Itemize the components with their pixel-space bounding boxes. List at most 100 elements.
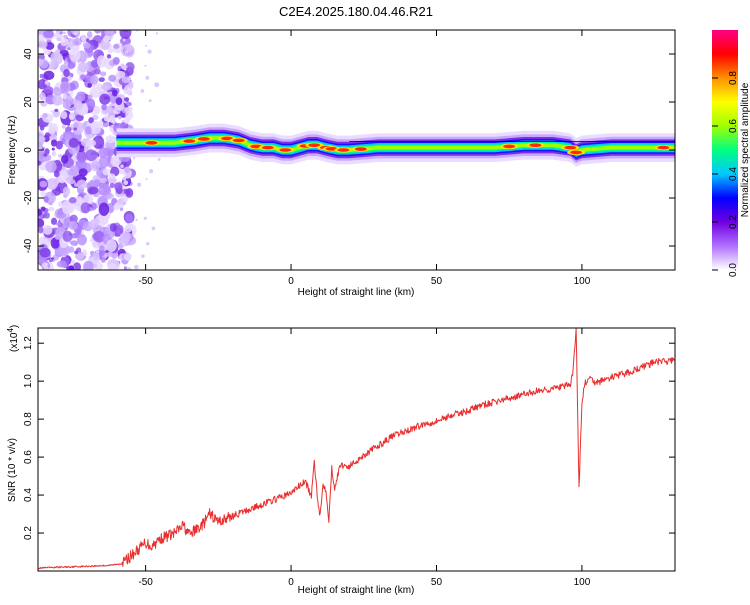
heatmap-noise-speckle <box>73 122 79 129</box>
heatmap-noise-speckle <box>106 239 117 252</box>
heatmap-noise-speckle <box>112 89 118 97</box>
heatmap-noise-speckle <box>123 44 135 58</box>
heatmap-noise-speckle <box>149 169 154 174</box>
heatmap-noise-speckle <box>89 219 99 229</box>
y-tick-label: -20 <box>23 190 34 205</box>
heatmap-noise-speckle <box>69 48 81 62</box>
heatmap-noise-speckle <box>90 59 99 68</box>
heatmap-noise-speckle <box>98 155 109 169</box>
heatmap-noise-speckle <box>85 149 98 162</box>
heatmap-noise-speckle <box>45 160 57 173</box>
heatmap-noise-speckle <box>52 109 61 118</box>
heatmap-noise-speckle <box>38 226 44 234</box>
colorbar-tick-label: 0.6 <box>728 119 739 133</box>
heatmap-noise-speckle <box>117 115 122 120</box>
heatmap-noise-speckle <box>115 97 123 106</box>
heatmap-noise-speckle <box>41 147 45 150</box>
heatmap-panel: -50 0 50 100 -40 -20 0 20 40 Height of straight… <box>7 29 676 298</box>
heatmap-noise-speckle <box>144 44 147 47</box>
colorbar-tick-label: 0.2 <box>728 215 739 229</box>
heatmap-noise-speckle <box>41 262 48 268</box>
heatmap-noise-speckle <box>155 32 159 35</box>
heatmap-noise-speckle <box>55 140 63 150</box>
heatmap-noise-speckle <box>61 154 69 164</box>
heatmap-noise-speckle <box>88 186 99 195</box>
heatmap-noise-speckle <box>93 68 101 75</box>
heatmap-noise-speckle <box>75 91 86 103</box>
heatmap-noise-speckle <box>90 121 102 135</box>
heatmap-noise-speckle <box>52 94 63 106</box>
heatmap-noise-speckle <box>43 30 54 39</box>
heatmap-noise-speckle <box>98 77 105 83</box>
heatmap-noise-speckle <box>73 127 78 131</box>
heatmap-noise-speckle <box>90 160 101 172</box>
heatmap-noise-speckle <box>69 165 79 177</box>
heatmap-noise-speckle <box>125 110 134 120</box>
heatmap-noise-speckle <box>40 190 46 198</box>
heatmap-noise-speckle <box>51 147 55 151</box>
heatmap-noise-speckle <box>59 49 69 57</box>
heatmap-noise-speckle <box>61 199 74 215</box>
heatmap-noise-speckle <box>38 218 45 228</box>
heatmap-noise-speckle <box>123 180 129 186</box>
heatmap-noise-speckle <box>154 82 160 88</box>
heatmap-noise-speckle <box>78 62 90 73</box>
heatmap-x-ticks: -50 0 50 100 <box>138 30 591 287</box>
heatmap-noise-speckle <box>60 38 69 47</box>
heatmap-noise-speckle <box>42 224 53 235</box>
heatmap-noise-speckle <box>83 260 94 270</box>
heatmap-noise-speckle <box>38 79 47 90</box>
heatmap-peak-core <box>221 136 234 141</box>
y-tick-label: 0.8 <box>23 412 34 426</box>
heatmap-y-ticks: -40 -20 0 20 40 <box>23 48 675 253</box>
heatmap-noise-speckle <box>62 100 71 109</box>
heatmap-noise-speckle <box>136 182 142 187</box>
heatmap-noise-speckle <box>128 84 134 89</box>
heatmap-peak-core <box>503 144 516 149</box>
heatmap-noise-speckle <box>56 37 62 42</box>
heatmap-noise-speckle <box>111 105 115 109</box>
heatmap-noise-speckle <box>59 81 71 94</box>
heatmap-noise-speckle <box>70 259 76 265</box>
x-tick-label: -50 <box>138 276 153 287</box>
colorbar-label: Normalized spectral amplitude <box>740 82 750 217</box>
heatmap-noise-speckle <box>75 114 84 122</box>
heatmap-noise-speckle <box>73 31 78 36</box>
heatmap-noise-speckle <box>68 137 79 148</box>
heatmap-noise-speckle <box>55 222 60 226</box>
heatmap-noise-speckle <box>98 147 108 159</box>
heatmap-noise-speckle <box>62 186 71 196</box>
colorbar-tick-label: 0.4 <box>728 167 739 181</box>
y-tick-label: 0.2 <box>23 526 34 540</box>
chart-title: C2E4.2025.180.04.46.R21 <box>279 4 433 19</box>
heatmap-noise-speckle <box>68 220 78 231</box>
snr-multiplier-close: ) <box>9 325 20 328</box>
heatmap-noise-speckle <box>62 230 73 242</box>
heatmap-noise-speckle <box>125 62 135 72</box>
heatmap-peak-core <box>145 141 158 145</box>
heatmap-noise-speckle <box>93 263 97 269</box>
y-tick-label: 40 <box>23 48 34 60</box>
heatmap-noise-speckle <box>66 47 71 51</box>
heatmap-noise-speckle <box>69 214 78 223</box>
x-tick-label: 50 <box>431 577 443 588</box>
heatmap-noise-speckle <box>85 126 92 135</box>
heatmap-noise-speckle <box>38 160 42 166</box>
heatmap-noise-speckle <box>124 107 129 113</box>
heatmap-noise-speckle <box>85 98 96 111</box>
heatmap-noise-speckle <box>144 64 147 67</box>
heatmap-noise-speckle <box>98 250 105 257</box>
heatmap-noise-speckle <box>88 117 94 124</box>
heatmap-noise-speckle <box>126 101 132 107</box>
heatmap-noise-speckle <box>90 74 99 85</box>
heatmap-noise-speckle <box>115 224 124 235</box>
heatmap-noise-speckle <box>116 70 126 79</box>
x-tick-label: 0 <box>288 577 294 588</box>
heatmap-noise-speckle <box>100 256 106 263</box>
x-tick-label: 100 <box>574 276 591 287</box>
heatmap-noise-speckle <box>108 74 117 82</box>
heatmap-noise-speckle <box>125 213 134 223</box>
heatmap-peak-core <box>657 145 670 150</box>
snr-series-line <box>38 328 675 570</box>
heatmap-peak-core <box>529 143 542 147</box>
